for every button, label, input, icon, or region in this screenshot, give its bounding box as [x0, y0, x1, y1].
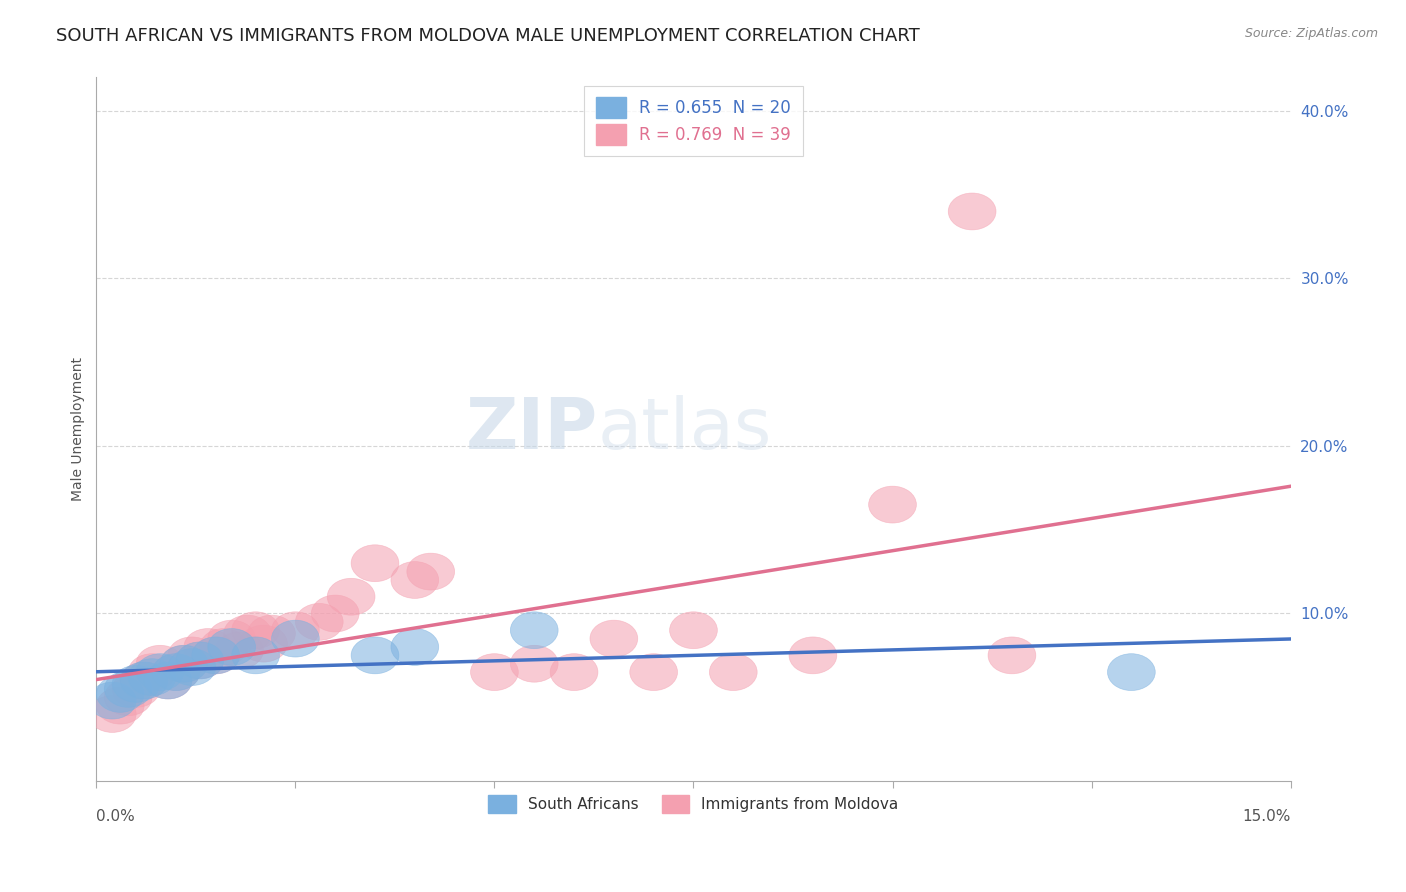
- Ellipse shape: [510, 645, 558, 682]
- Ellipse shape: [215, 632, 263, 669]
- Ellipse shape: [224, 615, 271, 652]
- Y-axis label: Male Unemployment: Male Unemployment: [72, 357, 86, 501]
- Ellipse shape: [328, 578, 375, 615]
- Ellipse shape: [89, 696, 136, 732]
- Text: SOUTH AFRICAN VS IMMIGRANTS FROM MOLDOVA MALE UNEMPLOYMENT CORRELATION CHART: SOUTH AFRICAN VS IMMIGRANTS FROM MOLDOVA…: [56, 27, 920, 45]
- Ellipse shape: [128, 654, 176, 690]
- Ellipse shape: [104, 679, 152, 715]
- Ellipse shape: [391, 562, 439, 599]
- Ellipse shape: [97, 675, 145, 713]
- Ellipse shape: [630, 654, 678, 690]
- Ellipse shape: [669, 612, 717, 648]
- Ellipse shape: [869, 486, 917, 523]
- Ellipse shape: [176, 642, 224, 679]
- Ellipse shape: [352, 637, 399, 673]
- Ellipse shape: [271, 612, 319, 648]
- Ellipse shape: [191, 637, 239, 673]
- Ellipse shape: [271, 620, 319, 657]
- Ellipse shape: [200, 629, 247, 665]
- Ellipse shape: [112, 671, 160, 707]
- Ellipse shape: [167, 637, 215, 673]
- Ellipse shape: [136, 654, 184, 690]
- Ellipse shape: [988, 637, 1036, 673]
- Ellipse shape: [128, 658, 176, 696]
- Ellipse shape: [121, 662, 167, 699]
- Ellipse shape: [352, 545, 399, 582]
- Ellipse shape: [160, 645, 208, 682]
- Ellipse shape: [184, 629, 232, 665]
- Ellipse shape: [152, 654, 200, 690]
- Legend: South Africans, Immigrants from Moldova: South Africans, Immigrants from Moldova: [479, 786, 908, 822]
- Ellipse shape: [89, 682, 136, 719]
- Ellipse shape: [391, 629, 439, 665]
- Ellipse shape: [948, 193, 995, 230]
- Ellipse shape: [247, 615, 295, 652]
- Ellipse shape: [112, 665, 160, 702]
- Ellipse shape: [145, 662, 191, 699]
- Ellipse shape: [232, 637, 280, 673]
- Ellipse shape: [1108, 654, 1156, 690]
- Text: atlas: atlas: [598, 395, 772, 464]
- Ellipse shape: [208, 620, 256, 657]
- Ellipse shape: [191, 637, 239, 673]
- Ellipse shape: [97, 687, 145, 724]
- Ellipse shape: [510, 612, 558, 648]
- Text: 15.0%: 15.0%: [1243, 809, 1291, 824]
- Ellipse shape: [208, 629, 256, 665]
- Ellipse shape: [121, 662, 167, 699]
- Ellipse shape: [232, 612, 280, 648]
- Ellipse shape: [104, 671, 152, 707]
- Ellipse shape: [145, 662, 191, 699]
- Ellipse shape: [152, 654, 200, 690]
- Ellipse shape: [710, 654, 758, 690]
- Ellipse shape: [167, 648, 215, 686]
- Ellipse shape: [239, 625, 287, 662]
- Ellipse shape: [160, 645, 208, 682]
- Ellipse shape: [550, 654, 598, 690]
- Text: ZIP: ZIP: [465, 395, 598, 464]
- Ellipse shape: [406, 553, 454, 590]
- Ellipse shape: [471, 654, 519, 690]
- Text: Source: ZipAtlas.com: Source: ZipAtlas.com: [1244, 27, 1378, 40]
- Ellipse shape: [789, 637, 837, 673]
- Ellipse shape: [591, 620, 638, 657]
- Ellipse shape: [295, 604, 343, 640]
- Text: 0.0%: 0.0%: [97, 809, 135, 824]
- Ellipse shape: [176, 642, 224, 679]
- Ellipse shape: [311, 595, 359, 632]
- Ellipse shape: [136, 645, 184, 682]
